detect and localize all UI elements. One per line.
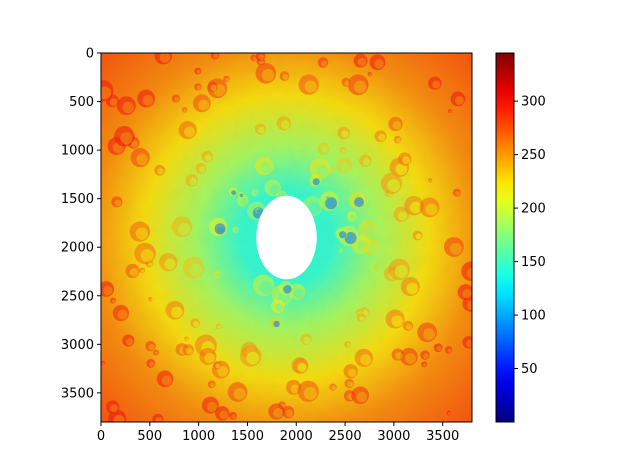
colorbar-ticks: 50 100 150 200 250 300 [514, 95, 546, 377]
y-tick-label: 2500 [61, 289, 94, 304]
y-tick-label: 2000 [61, 241, 94, 256]
colorbar-tick-label: 300 [521, 95, 546, 110]
x-tick-label: 1500 [231, 429, 264, 444]
x-axis: 0 500 1000 1500 2000 2500 3000 3500 [97, 422, 459, 444]
y-tick-label: 500 [69, 95, 94, 110]
x-tick-label: 1000 [182, 429, 215, 444]
colorbar-tick-label: 100 [521, 309, 546, 324]
y-tick-label: 3500 [61, 386, 94, 401]
x-tick-label: 0 [97, 429, 105, 444]
colorbar-tick-label: 50 [521, 362, 538, 377]
x-tick-label: 3000 [377, 429, 410, 444]
plot-frame [100, 52, 473, 423]
colorbar-bar [495, 52, 515, 423]
x-tick-label: 2500 [329, 429, 362, 444]
colorbar-tick-label: 200 [521, 202, 546, 217]
colorbar: 50 100 150 200 250 300 [495, 52, 546, 423]
x-tick-label: 500 [137, 429, 162, 444]
plot-area [101, 53, 472, 422]
y-tick-label: 3000 [61, 338, 94, 353]
y-tick-label: 1000 [61, 144, 94, 159]
y-tick-label: 1500 [61, 192, 94, 207]
y-axis: 0 500 1000 1500 2000 2500 3000 3500 [61, 47, 101, 401]
x-tick-label: 3500 [426, 429, 459, 444]
colorbar-tick-label: 150 [521, 255, 546, 270]
x-tick-label: 2000 [280, 429, 313, 444]
colorbar-tick-label: 250 [521, 148, 546, 163]
no-data-hole [256, 195, 317, 280]
y-tick-label: 0 [86, 47, 94, 62]
